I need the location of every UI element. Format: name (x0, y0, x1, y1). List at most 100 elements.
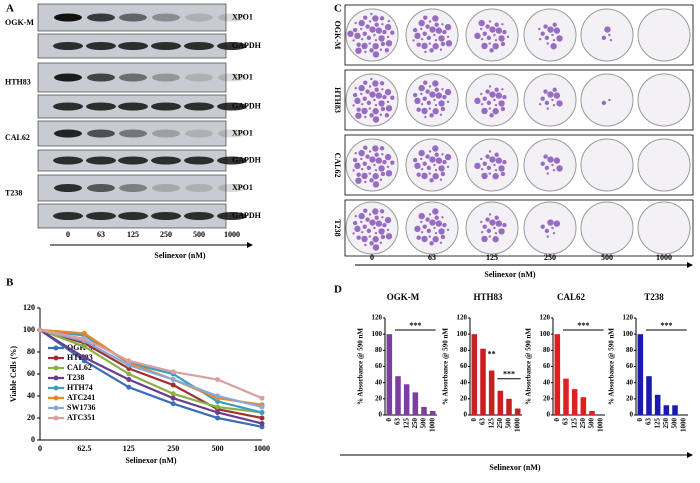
colony (384, 216, 392, 224)
colony (365, 24, 370, 29)
colony (434, 215, 439, 220)
colony (538, 102, 542, 106)
colony (358, 19, 365, 27)
colony (381, 216, 384, 219)
colony (370, 12, 373, 16)
colony (546, 235, 549, 238)
y-tick-label: 0 (547, 411, 551, 419)
plate (465, 8, 519, 62)
colony (435, 27, 443, 34)
bar (571, 389, 578, 415)
colony (441, 153, 444, 156)
colony (429, 156, 436, 163)
colony (438, 228, 445, 235)
colony (434, 22, 439, 27)
colony (372, 244, 380, 251)
colony (552, 231, 556, 235)
colony (379, 48, 383, 51)
plate (465, 138, 519, 192)
point (259, 410, 265, 415)
blot-band (119, 73, 147, 82)
colony (373, 98, 376, 102)
colony (551, 98, 554, 102)
colony (547, 156, 554, 163)
colony (434, 231, 438, 235)
y-tick-label: 20 (626, 394, 634, 402)
colony (386, 228, 390, 232)
cell-line-label: CAL62 (333, 153, 342, 178)
blot-band (152, 73, 180, 82)
colony (372, 15, 379, 22)
legend-label: OGK-M (67, 343, 96, 352)
blot-band (86, 156, 116, 165)
y-tick-label: 0 (379, 411, 383, 419)
blot-band (53, 212, 83, 220)
colony (361, 172, 368, 180)
x-tick-label: 250 (579, 418, 587, 429)
y-tick-label: 100 (372, 330, 383, 338)
colony (485, 154, 490, 159)
colony (423, 15, 428, 20)
colony (446, 165, 450, 169)
legend-marker (53, 375, 59, 381)
bar (497, 390, 504, 415)
bar (663, 405, 670, 415)
y-tick-label: 120 (457, 314, 468, 322)
colony (432, 15, 439, 22)
x-tick-label: 63 (562, 418, 570, 426)
colony (433, 98, 436, 102)
plate (345, 8, 399, 62)
colony (385, 233, 393, 240)
colony (372, 181, 380, 188)
annotation: *** (660, 321, 672, 330)
colony (481, 172, 488, 180)
colony (372, 145, 379, 152)
plate (465, 73, 519, 127)
colony (432, 108, 439, 115)
colony (544, 35, 550, 41)
protein-label: XPO1 (232, 128, 253, 137)
colony (356, 42, 361, 47)
colony (428, 20, 432, 23)
colony (445, 40, 453, 47)
colony (482, 161, 487, 166)
point (170, 377, 176, 382)
colony (486, 100, 492, 106)
colony (352, 220, 358, 226)
colony (495, 27, 503, 34)
colony (352, 27, 358, 33)
legend-label: HTH74 (67, 383, 93, 392)
colony (494, 87, 499, 92)
blot-band (53, 156, 83, 165)
colony (360, 220, 363, 224)
y-tick-label: 100 (623, 330, 634, 338)
colony (442, 94, 447, 100)
colony (374, 215, 379, 220)
colony (547, 91, 554, 98)
colony (442, 29, 447, 35)
bar (589, 410, 595, 415)
colony (493, 226, 496, 230)
colony (439, 178, 443, 181)
legend-label: ATC241 (67, 393, 95, 402)
x-tick-label: 1000 (428, 418, 436, 433)
plate (580, 73, 634, 127)
colony (441, 23, 444, 26)
blot-band (53, 102, 83, 111)
y-tick-label: 80 (27, 347, 35, 356)
protein-label: GAPDH (232, 155, 262, 164)
colony (365, 89, 370, 94)
colony (368, 172, 371, 175)
colony (426, 100, 432, 106)
dose-label: 0 (370, 253, 374, 262)
colony (414, 97, 421, 105)
colony (372, 80, 379, 87)
colony (425, 24, 430, 29)
colony (354, 214, 357, 218)
colony (480, 92, 483, 96)
colony (420, 157, 423, 161)
colony (494, 168, 498, 172)
colony (500, 106, 506, 112)
colony (379, 209, 385, 214)
x-tick-label: 500 (212, 444, 224, 453)
